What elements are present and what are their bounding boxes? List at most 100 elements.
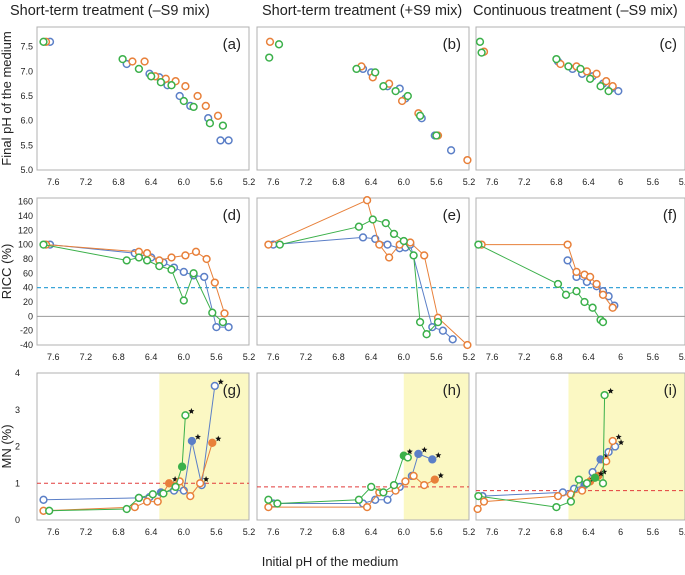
plot-frame bbox=[256, 372, 470, 521]
data-point-orange bbox=[186, 491, 195, 501]
x-tick-label: 7.6 bbox=[486, 352, 499, 362]
x-tick-label: 6.0 bbox=[398, 527, 411, 537]
significance-star bbox=[615, 433, 622, 440]
data-point-orange bbox=[213, 111, 223, 120]
panel-label: (i) bbox=[664, 382, 677, 399]
x-tick-label: 6.4 bbox=[145, 352, 158, 362]
plot-frame bbox=[475, 26, 685, 171]
x-tick-label: 5.2 bbox=[243, 177, 256, 187]
x-tick-label: 5.6 bbox=[647, 177, 660, 187]
x-axis-label: Initial pH of the medium bbox=[262, 554, 399, 569]
y-tick-label: 0 bbox=[15, 515, 20, 525]
plot-frame bbox=[475, 372, 685, 521]
data-point-green bbox=[391, 86, 400, 96]
data-point-orange bbox=[608, 436, 617, 446]
data-point-blue bbox=[448, 335, 457, 344]
data-point-orange bbox=[463, 340, 472, 350]
data-point-orange bbox=[181, 82, 190, 91]
panel-d: 7.6 7.2 6.8 6.4 6.0 5.6 5.2 -40 -20 0 20 40 60 80 100 1… bbox=[0, 197, 255, 362]
data-point-green bbox=[604, 86, 613, 96]
data-point-orange bbox=[193, 91, 202, 101]
series-line-green bbox=[279, 218, 439, 336]
significance-star bbox=[437, 472, 444, 479]
data-point-orange bbox=[592, 69, 601, 78]
data-point-green bbox=[118, 54, 127, 64]
data-point-green bbox=[352, 64, 361, 74]
data-point-green bbox=[564, 62, 573, 71]
data-point-green bbox=[147, 72, 156, 81]
y-tick-label: 100 bbox=[18, 240, 33, 250]
data-point-green bbox=[561, 290, 571, 299]
data-point-green bbox=[600, 390, 609, 400]
data-point-orange bbox=[191, 247, 201, 256]
series-line-green bbox=[43, 244, 224, 323]
data-point-green bbox=[177, 462, 187, 471]
data-point-orange bbox=[210, 278, 219, 287]
plot-frame bbox=[36, 372, 250, 521]
x-tick-label: 6.8 bbox=[112, 352, 125, 362]
data-point-green bbox=[552, 54, 561, 64]
data-point-blue bbox=[604, 447, 613, 457]
y-tick-label: 5.0 bbox=[20, 165, 33, 175]
significance-star bbox=[194, 433, 201, 440]
x-tick-label: 6.4 bbox=[365, 352, 378, 362]
data-point-green bbox=[475, 37, 485, 46]
data-point-green bbox=[422, 330, 431, 339]
plot-frame bbox=[36, 26, 250, 171]
data-point-green bbox=[148, 490, 157, 499]
x-tick-label: 6.0 bbox=[178, 177, 191, 187]
x-tick-label: 6.8 bbox=[332, 177, 345, 187]
data-point-green bbox=[274, 40, 284, 49]
y-axis-label: RICC (%) bbox=[0, 244, 14, 300]
panel-e: 7.6 7.2 6.8 6.4 6.0 5.6 5.2 (e) bbox=[256, 196, 476, 362]
data-point-orange bbox=[220, 309, 229, 318]
data-point-green bbox=[474, 240, 483, 249]
y-tick-label: 7.0 bbox=[20, 66, 33, 76]
x-tick-label: 6.4 bbox=[582, 527, 595, 537]
data-point-orange bbox=[362, 196, 372, 205]
data-point-green bbox=[208, 308, 217, 317]
significance-star bbox=[188, 408, 195, 414]
data-point-green bbox=[167, 81, 176, 90]
data-point-orange bbox=[409, 471, 418, 481]
data-point-green bbox=[477, 48, 486, 57]
data-point-green bbox=[155, 261, 164, 271]
data-point-orange bbox=[401, 477, 410, 486]
data-point-green bbox=[576, 64, 585, 74]
data-point-orange bbox=[473, 504, 482, 514]
significance-star bbox=[435, 452, 442, 458]
data-point-green bbox=[580, 297, 589, 307]
y-tick-label: 120 bbox=[18, 225, 33, 235]
data-point-blue bbox=[371, 495, 380, 504]
data-point-blue bbox=[216, 136, 225, 145]
significance-star bbox=[203, 476, 210, 482]
data-point-orange bbox=[602, 457, 611, 466]
x-tick-label: 5.2 bbox=[463, 352, 476, 362]
data-point-blue bbox=[428, 322, 437, 332]
data-point-blue bbox=[383, 240, 392, 249]
y-tick-label: 5.5 bbox=[20, 140, 33, 150]
data-point-blue bbox=[210, 381, 219, 391]
x-tick-label: 7.2 bbox=[80, 527, 93, 537]
x-tick-label: 6 bbox=[618, 527, 623, 537]
data-point-green bbox=[389, 480, 399, 490]
plot-frame bbox=[36, 197, 250, 346]
panel-label: (f) bbox=[663, 207, 677, 224]
column-title-1: Short-term treatment (–S9 mix) bbox=[10, 3, 210, 19]
data-point-orange bbox=[577, 486, 587, 495]
y-tick-label: 7.5 bbox=[20, 42, 33, 52]
data-point-green bbox=[553, 279, 563, 289]
data-point-blue bbox=[438, 326, 448, 335]
data-point-green bbox=[134, 493, 144, 503]
data-point-green bbox=[415, 111, 425, 120]
data-point-green bbox=[189, 269, 198, 278]
data-point-green bbox=[574, 475, 584, 484]
data-point-green bbox=[134, 64, 144, 74]
data-point-green bbox=[159, 489, 168, 498]
y-tick-label: 3 bbox=[15, 405, 20, 415]
significance-star bbox=[607, 387, 614, 394]
x-tick-label: 7.6 bbox=[267, 352, 280, 362]
data-point-green bbox=[585, 74, 595, 83]
plot-frame bbox=[256, 197, 470, 346]
